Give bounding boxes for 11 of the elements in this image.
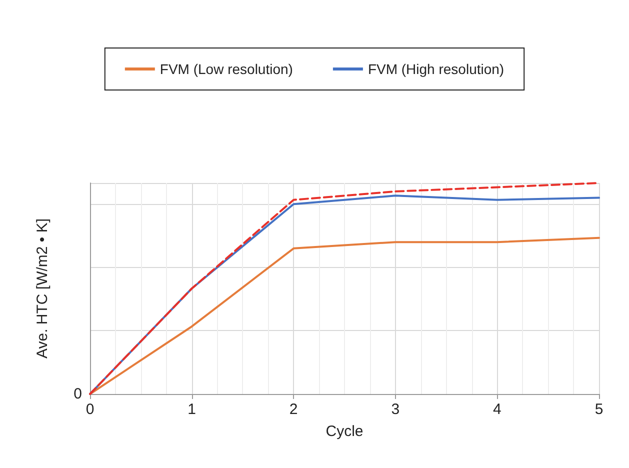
text: 0: [74, 386, 82, 402]
x-tick-label: 3: [391, 401, 400, 418]
x-tick-label: 2: [289, 401, 298, 418]
y-axis-title: Ave. HTC [W/m2 • K]: [34, 218, 51, 358]
legend-label: FVM (High resolution): [368, 61, 504, 77]
x-tick-label: 4: [493, 401, 502, 418]
x-axis-title: Cycle: [326, 423, 364, 440]
x-tick-label: 5: [594, 401, 604, 418]
x-tick-label: 0: [86, 401, 94, 418]
x-tick-label: 1: [188, 401, 196, 418]
legend-label: FVM (Low resolution): [160, 61, 293, 77]
